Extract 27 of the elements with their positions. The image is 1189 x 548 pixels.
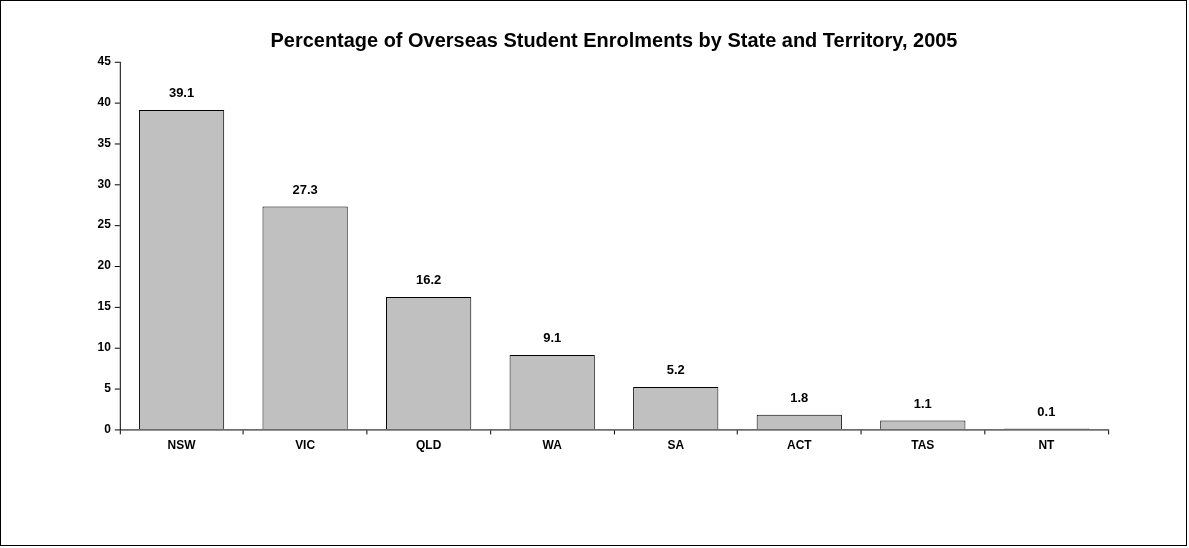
- data-label: 9.1: [543, 330, 562, 346]
- y-tick-label: 45: [97, 54, 112, 69]
- y-tick-label: 30: [97, 176, 112, 191]
- y-tick-label: 10: [97, 340, 112, 355]
- x-tick-label: SA: [667, 437, 685, 452]
- y-tick-label: 25: [97, 217, 112, 232]
- data-label: 0.1: [1037, 403, 1056, 419]
- y-tick-label: 15: [97, 299, 112, 314]
- y-tick-label: 5: [104, 380, 112, 395]
- data-label: 16.2: [416, 272, 442, 288]
- x-tick-label: ACT: [786, 437, 813, 452]
- x-tick-label: NSW: [167, 437, 197, 452]
- x-tick-label: VIC: [295, 437, 316, 452]
- data-label: 1.1: [913, 395, 932, 411]
- chart-title: Percentage of Overseas Student Enrolments by State and Territory, 2005: [270, 28, 958, 51]
- x-tick-label: TAS: [911, 437, 935, 452]
- y-tick-label: 0: [104, 421, 112, 436]
- data-label: 1.8: [790, 389, 809, 405]
- x-tick-label: WA: [542, 437, 563, 452]
- x-tick-label: NT: [1038, 437, 1056, 452]
- x-tick-label: QLD: [416, 437, 442, 452]
- data-label: 27.3: [292, 181, 318, 197]
- data-label: 5.2: [666, 362, 685, 378]
- y-tick-label: 40: [97, 94, 112, 109]
- y-tick-label: 35: [97, 135, 112, 150]
- data-label: 39.1: [168, 85, 195, 101]
- y-tick-label: 20: [97, 258, 112, 273]
